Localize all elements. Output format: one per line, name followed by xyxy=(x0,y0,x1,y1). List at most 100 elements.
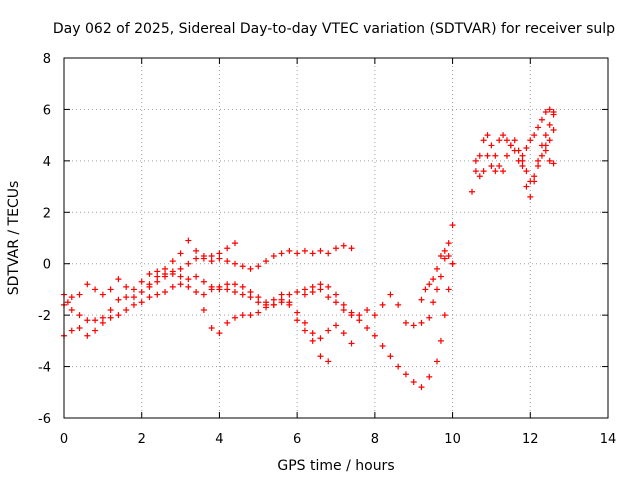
data-point xyxy=(531,178,538,185)
y-tick-label: 4 xyxy=(43,155,51,170)
data-point xyxy=(92,317,99,324)
data-point xyxy=(418,319,425,326)
data-point xyxy=(496,137,503,144)
series-9 xyxy=(519,106,557,159)
y-tick-label: 2 xyxy=(43,206,51,221)
x-tick-label: 10 xyxy=(444,432,461,447)
data-point xyxy=(356,317,363,324)
data-point xyxy=(255,299,262,306)
data-point xyxy=(546,121,553,128)
data-point xyxy=(231,281,238,288)
data-point xyxy=(317,353,324,360)
data-point xyxy=(402,319,409,326)
data-point xyxy=(130,294,137,301)
data-point xyxy=(154,278,161,285)
data-point xyxy=(270,301,277,308)
data-point xyxy=(278,291,285,298)
data-point xyxy=(309,250,316,257)
data-point xyxy=(507,142,514,149)
data-point xyxy=(185,260,192,267)
data-point xyxy=(185,237,192,244)
data-point xyxy=(488,142,495,149)
data-point xyxy=(469,188,475,195)
data-point xyxy=(239,291,246,298)
data-point xyxy=(76,325,83,331)
data-point xyxy=(99,319,106,326)
data-point xyxy=(247,289,254,295)
data-point xyxy=(531,173,538,180)
data-point xyxy=(247,312,254,319)
data-points xyxy=(61,106,557,391)
data-point xyxy=(410,379,417,385)
data-point xyxy=(364,307,371,313)
data-point xyxy=(488,163,495,169)
data-point xyxy=(154,291,161,298)
y-tick-label: -2 xyxy=(38,309,51,324)
data-point xyxy=(523,183,530,190)
data-point xyxy=(317,286,324,293)
data-point xyxy=(434,286,441,293)
data-point xyxy=(177,265,184,272)
series-2 xyxy=(61,237,238,308)
data-point xyxy=(333,245,339,252)
data-point xyxy=(371,312,378,319)
data-point xyxy=(123,294,130,301)
data-point xyxy=(130,286,137,293)
data-point xyxy=(146,271,153,277)
data-point xyxy=(348,245,355,252)
data-point xyxy=(263,299,270,306)
data-point xyxy=(348,309,355,316)
data-point xyxy=(441,247,448,254)
series-3 xyxy=(146,260,456,391)
series-0 xyxy=(61,273,355,347)
data-point xyxy=(437,273,444,280)
data-point xyxy=(193,255,200,262)
x-tick-label: 2 xyxy=(138,432,146,447)
data-point xyxy=(247,294,254,301)
data-point xyxy=(208,253,215,259)
data-point xyxy=(107,314,114,321)
data-point xyxy=(333,299,339,306)
data-point xyxy=(500,168,507,175)
data-point xyxy=(476,152,483,159)
data-point xyxy=(546,137,553,144)
data-point xyxy=(255,263,262,270)
data-point xyxy=(441,255,448,262)
data-point xyxy=(177,281,184,288)
data-point xyxy=(445,253,452,259)
data-point xyxy=(92,286,99,293)
data-point xyxy=(239,283,246,290)
data-point xyxy=(387,291,394,298)
y-tick-label: 8 xyxy=(43,52,51,67)
data-point xyxy=(535,157,542,164)
data-point xyxy=(519,163,526,169)
data-point xyxy=(231,314,238,321)
data-point xyxy=(426,281,433,288)
data-point xyxy=(519,152,526,159)
data-point xyxy=(301,319,308,326)
data-point xyxy=(185,276,192,283)
data-point xyxy=(325,283,332,290)
data-point xyxy=(107,307,114,313)
data-point xyxy=(445,240,452,247)
data-point xyxy=(492,152,499,159)
data-point xyxy=(441,312,448,319)
data-point xyxy=(193,247,200,254)
data-point xyxy=(309,330,316,337)
x-tick-label: 12 xyxy=(522,432,539,447)
data-point xyxy=(503,137,510,144)
data-point xyxy=(270,253,277,259)
data-point xyxy=(193,273,200,280)
data-point xyxy=(480,168,487,175)
data-point xyxy=(449,260,456,267)
data-point xyxy=(395,363,402,370)
data-point xyxy=(177,273,184,280)
data-point xyxy=(64,299,71,306)
data-point xyxy=(434,358,441,365)
data-point xyxy=(535,124,542,131)
data-point xyxy=(317,335,324,342)
data-point xyxy=(154,268,161,275)
data-point xyxy=(286,291,293,298)
chart-title: Day 062 of 2025, Sidereal Day-to-day VTE… xyxy=(53,21,615,37)
data-point xyxy=(294,317,301,324)
